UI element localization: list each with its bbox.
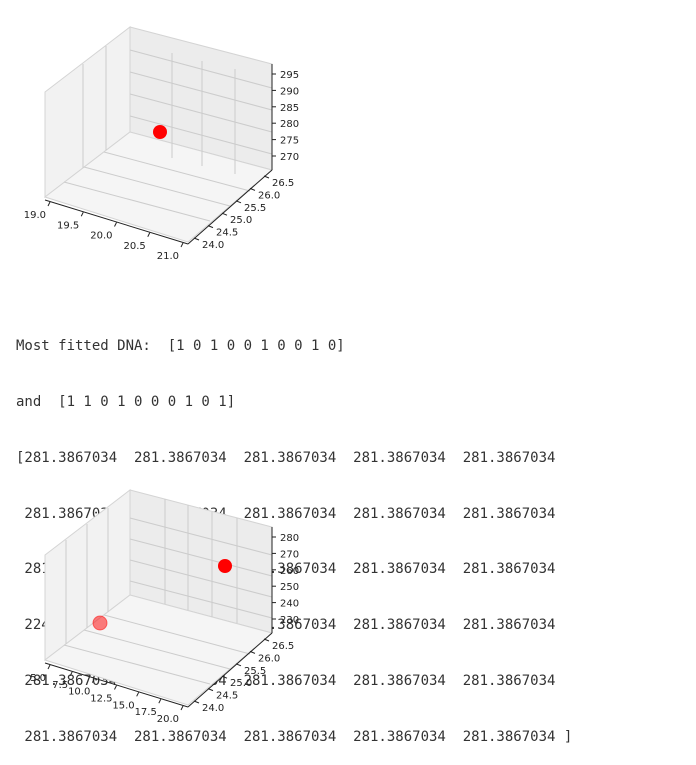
plot1-z-tick-label: 280 (280, 119, 299, 130)
plot2-data-point (218, 559, 232, 573)
plot2-x-tick (114, 685, 117, 690)
plot2-z-tick-label: 240 (280, 599, 299, 610)
plot1-x-tick (147, 232, 151, 237)
plot2-x-tick-label: 7.5 (52, 680, 68, 691)
plot1-z-tick-label: 285 (280, 103, 299, 114)
plot1-z-tick-label: 275 (280, 136, 299, 147)
plot2-x-tick-label: 10.0 (68, 687, 90, 698)
plot2-z-tick-label: 250 (280, 582, 299, 593)
plot2-z-tick-label: 260 (280, 566, 299, 577)
plot1-x-tick-label: 21.0 (157, 251, 179, 262)
plot1-x-tick-label: 19.0 (24, 210, 46, 221)
3d-scatter-plot-1: 19.0 19.5 20.0 20.5 21.0 24.0 24.5 25.0 25.5 26.0… (0, 22, 300, 277)
plot1-x-tick-label: 19.5 (57, 220, 79, 231)
plot2-y-tick (263, 638, 270, 642)
plot1-axis-lines (44, 64, 273, 245)
fitness-row: 281.3867034 281.3867034 281.3867034 281.… (16, 728, 573, 745)
plot2-axes: 5.07.510.012.515.017.520.024.024.525.025… (30, 488, 299, 725)
plot2-y-tick-label: 25.5 (244, 666, 266, 677)
plot1-y-tick (221, 212, 228, 216)
plot2-y-tick-label: 26.0 (258, 653, 280, 664)
plot1-z-tick-label: 295 (280, 70, 299, 81)
plot1-x-tick (180, 242, 184, 248)
plot1-y-tick (235, 200, 242, 204)
plot1-axes: 19.0 19.5 20.0 20.5 21.0 24.024.5 25.025.5 26.0… (24, 25, 299, 262)
fitted-dna-line: Most fitted DNA: [1 0 1 0 0 1 0 0 1 0] (16, 338, 345, 355)
plot2-y-tick (221, 675, 228, 679)
plot2-y-tick-label: 26.5 (272, 641, 294, 652)
plot2-x-tick-label: 17.5 (135, 707, 157, 718)
plot1-y-tick-label: 26.0 (258, 190, 280, 201)
plot2-z-tick-label: 230 (280, 615, 299, 626)
plot1-y-tick-label: 26.5 (272, 178, 294, 189)
plot2-y-tick (207, 688, 214, 692)
plot1-x-tick-label: 20.0 (90, 231, 112, 242)
plot2-z-tick-label: 280 (280, 533, 299, 544)
plot1-z-tick-label: 290 (280, 86, 299, 97)
plot1-x-tick-label: 20.5 (123, 241, 145, 252)
plot2-x-tick-label: 20.0 (157, 714, 179, 725)
plot1-y-tick-label: 24.5 (216, 228, 238, 239)
plot2-x-tick (158, 698, 162, 704)
plot2-z-tick-label: 270 (280, 549, 299, 560)
plot2-y-tick-label: 25.0 (230, 678, 252, 689)
plot2-x-tick (47, 664, 51, 670)
plot1-y-tick-label: 25.0 (230, 215, 252, 226)
plot1-y-tick-label: 25.5 (244, 203, 266, 214)
plot1-y-tick (193, 237, 200, 241)
3d-scatter-plot-2: 5.0 7.5 10.0 12.5 15.0 17.5 20.0 24.0 24.5 25.0 25… (0, 485, 300, 740)
plot2-y-tick-label: 24.5 (216, 691, 238, 702)
plot1-y-tick (263, 175, 270, 179)
plot2-axis-lines (44, 527, 273, 708)
plot2-panes (43, 488, 274, 706)
plot1-x-tick (114, 222, 117, 227)
plot1-z-tick-label: 270 (280, 152, 299, 163)
plot1-y-tick-label: 24.0 (202, 240, 224, 251)
plot1-data-point (153, 125, 167, 139)
plot1-y-tick (249, 187, 256, 191)
plot2-x-tick-label: 15.0 (112, 700, 134, 711)
second-dna-line: and [1 1 0 1 0 0 0 1 0 1] (16, 393, 236, 410)
plot2-x-tick (91, 678, 95, 683)
plot2-grid (63, 499, 273, 685)
plot1-y-tick (207, 225, 214, 229)
plot2-x-tick-label: 5.0 (30, 673, 46, 684)
plot1-x-tick (47, 201, 51, 207)
plot1-grid (63, 46, 273, 222)
fitness-row: [281.3867034 281.3867034 281.3867034 281… (16, 449, 556, 466)
plot2-x-tick (180, 705, 184, 711)
plot2-y-tick-label: 24.0 (202, 703, 224, 714)
plot2-y-tick (235, 663, 242, 667)
plot1-x-tick (80, 212, 84, 217)
plot2-x-tick (136, 692, 140, 697)
plot2-y-tick (193, 700, 200, 704)
plot2-x-tick (69, 671, 73, 677)
plot2-data-point (92, 615, 108, 631)
plot2-y-tick (249, 650, 256, 654)
plot2-x-tick-label: 12.5 (90, 694, 112, 705)
